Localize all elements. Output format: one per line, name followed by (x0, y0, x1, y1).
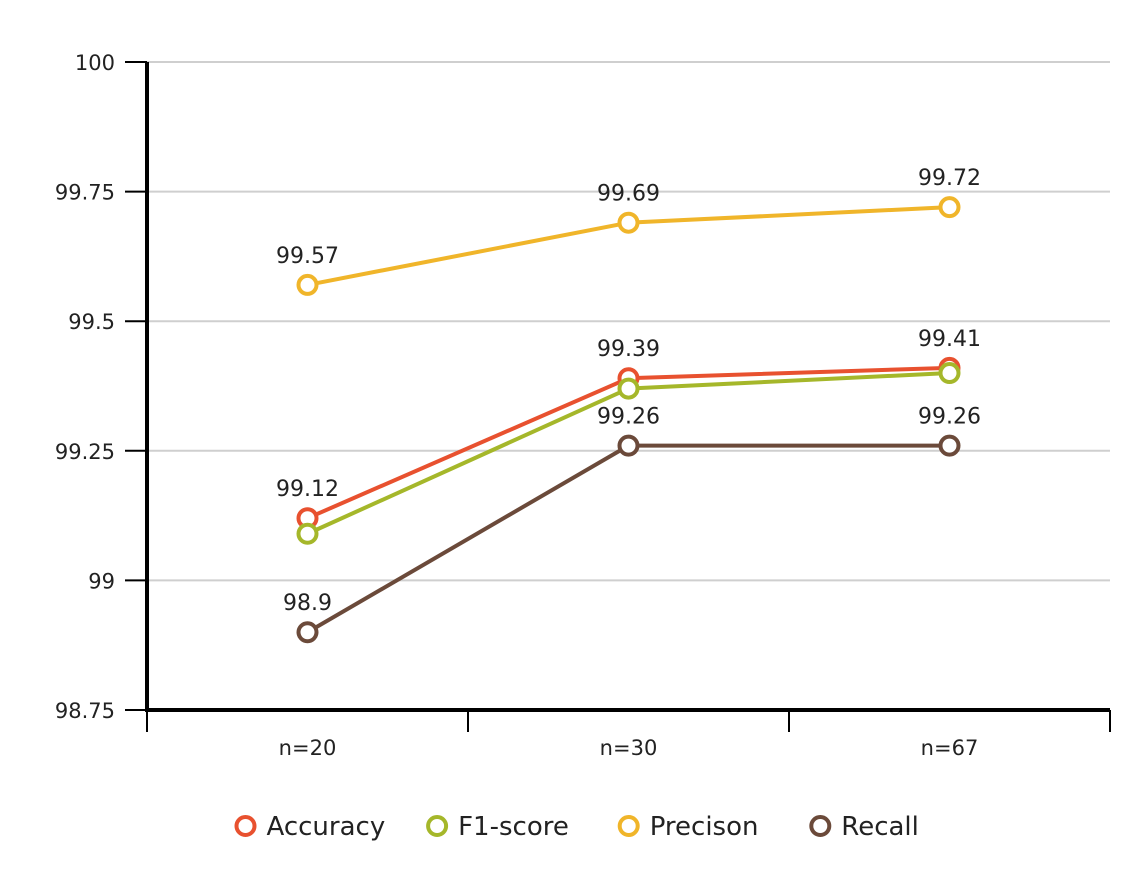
data-label-precison: 99.69 (597, 182, 660, 207)
data-label-accuracy: 99.41 (918, 327, 981, 352)
legend-marker (617, 815, 640, 837)
y-tick-label: 99.25 (55, 440, 115, 464)
data-point-precison (938, 196, 961, 219)
legend-item-accuracy: Accuracy (234, 812, 386, 842)
y-tick-label: 99 (88, 569, 115, 593)
gridlines (147, 61, 1110, 582)
data-label-accuracy: 99.39 (597, 337, 660, 362)
data-label-recall: 98.9 (283, 591, 332, 616)
y-tick-label: 100 (75, 51, 115, 75)
series (296, 196, 961, 644)
data-label-accuracy: 99.12 (276, 477, 339, 502)
legend-label: Recall (841, 812, 919, 842)
data-point-f1-score (296, 522, 319, 545)
data-point-recall (296, 621, 319, 644)
data-label-precison: 99.57 (276, 244, 339, 269)
data-point-recall (617, 434, 640, 457)
series-line-recall (306, 443, 950, 634)
legend-item-precison: Precison (617, 812, 759, 842)
data-point-f1-score (617, 377, 640, 400)
legend-item-f1-score: F1-score (426, 812, 569, 842)
axes: 98.75 99 99.25 99.5 99.75 100 n=20 n=30 n=67 (55, 51, 1111, 760)
legend-item-recall: Recall (809, 812, 919, 842)
y-tick-label: 98.75 (55, 699, 115, 723)
data-point-f1-score (938, 362, 961, 385)
x-tick-label: n=30 (600, 736, 658, 760)
data-point-recall (938, 434, 961, 457)
legend-marker (426, 815, 449, 837)
y-tick-label: 99.5 (68, 310, 115, 334)
data-point-precison (617, 211, 640, 234)
legend-marker (234, 815, 257, 837)
data-label-recall: 99.26 (918, 405, 981, 430)
legend-marker (809, 815, 832, 837)
data-label-recall: 99.26 (597, 405, 660, 430)
legend-label: F1-score (458, 812, 569, 842)
data-labels: 99.12 99.39 99.41 99.57 99.69 99.72 98.9 99.26 9… (276, 166, 981, 616)
y-tick-label: 99.75 (55, 181, 115, 205)
data-label-precison: 99.72 (918, 166, 981, 191)
legend-label: Accuracy (267, 812, 386, 842)
data-point-precison (296, 273, 319, 296)
x-tick-label: n=67 (921, 736, 979, 760)
legend: Accuracy F1-score Precison Recall (234, 812, 919, 842)
x-tick-label: n=20 (279, 736, 337, 760)
legend-label: Precison (650, 812, 759, 842)
